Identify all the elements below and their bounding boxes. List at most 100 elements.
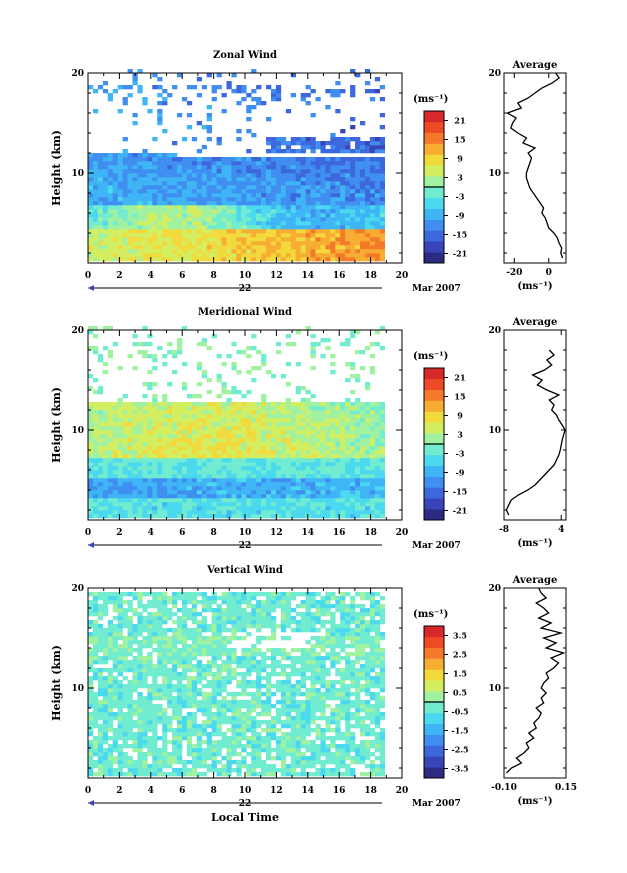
heatmap-cell <box>191 490 198 495</box>
heatmap-cell <box>261 446 267 451</box>
heatmap-cell <box>340 342 346 347</box>
heatmap-cell <box>132 772 138 777</box>
heatmap-cell <box>350 374 356 379</box>
heatmap-cell <box>102 205 109 210</box>
heatmap-cell <box>92 229 99 234</box>
heatmap-cell <box>162 756 168 761</box>
heatmap-cell <box>142 350 148 355</box>
heatmap-cell <box>97 410 104 415</box>
heatmap-cell <box>261 406 267 411</box>
heatmap-cell <box>196 462 203 467</box>
heatmap-cell <box>236 438 242 443</box>
heatmap-cell <box>340 466 346 471</box>
heatmap-cell <box>102 410 109 415</box>
heatmap-cell <box>167 225 173 230</box>
heatmap-cell <box>107 326 114 331</box>
heatmap-cell <box>226 502 232 507</box>
heatmap-cell <box>177 113 183 118</box>
heatmap-cell <box>241 502 247 507</box>
heatmap-cell <box>117 406 123 411</box>
heatmap-cell <box>330 161 336 166</box>
heatmap-cell <box>251 498 257 503</box>
heatmap-cell <box>102 346 109 351</box>
heatmap-cell <box>300 177 306 182</box>
heatmap-cell <box>157 612 163 617</box>
heatmap-cell <box>196 410 203 415</box>
heatmap-cell <box>246 474 252 479</box>
heatmap-cell <box>117 197 123 202</box>
heatmap-cell <box>92 418 99 423</box>
heatmap-cell <box>221 213 227 218</box>
heatmap-cell <box>369 221 376 226</box>
heatmap-cell <box>112 624 118 629</box>
heatmap-cell <box>226 406 232 411</box>
heatmap-cell <box>196 772 203 777</box>
heatmap-cell <box>216 458 222 463</box>
heatmap-cell <box>162 592 168 597</box>
heatmap-cell <box>172 213 178 218</box>
heatmap-cell <box>147 708 153 713</box>
heatmap-cell <box>201 600 207 605</box>
heatmap-cell <box>112 514 118 519</box>
heatmap-cell <box>325 466 331 471</box>
heatmap-cell <box>196 482 203 487</box>
heatmap-cell <box>374 145 381 150</box>
heatmap-cell <box>102 157 109 162</box>
heatmap-cell <box>266 502 272 507</box>
heatmap-cell <box>226 245 232 250</box>
heatmap-cell <box>127 418 133 423</box>
heatmap-cell <box>300 185 306 190</box>
heatmap-cell <box>172 205 178 210</box>
heatmap-cell <box>251 169 257 174</box>
heatmap-cell <box>350 181 356 186</box>
heatmap-cell <box>162 237 168 242</box>
heatmap-cell <box>167 233 173 238</box>
heatmap-cell <box>181 600 188 605</box>
heatmap-cell <box>196 253 203 258</box>
heatmap-cell <box>191 205 198 210</box>
heatmap-cell <box>369 406 376 411</box>
heatmap-cell <box>88 386 94 391</box>
heatmap-cell <box>107 410 114 415</box>
heatmap-cell <box>280 173 287 178</box>
heatmap-cell <box>181 430 188 435</box>
heatmap-cell <box>241 225 247 230</box>
heatmap-cell <box>211 514 217 519</box>
heatmap-cell <box>251 378 257 383</box>
heatmap-cell <box>300 478 306 483</box>
heatmap-cell <box>280 197 287 202</box>
heatmap-cell <box>360 233 366 238</box>
heatmap-cell <box>211 494 217 499</box>
heatmap-cell <box>88 426 94 431</box>
heatmap-cell <box>236 177 242 182</box>
heatmap-cell <box>226 390 232 395</box>
heatmap-cell <box>127 720 133 725</box>
heatmap-cell <box>147 410 153 415</box>
heatmap-cell <box>320 406 326 411</box>
heatmap-cell <box>355 350 361 355</box>
heatmap-cell <box>320 434 326 439</box>
heatmap-cell <box>132 229 138 234</box>
heatmap-cell <box>137 422 143 427</box>
heatmap-cell <box>369 478 376 483</box>
heatmap-cell <box>285 482 292 487</box>
heatmap-cell <box>92 716 99 721</box>
heatmap-cell <box>241 466 247 471</box>
heatmap-cell <box>211 430 217 435</box>
heatmap-cell <box>142 458 148 463</box>
heatmap-cell <box>167 724 173 729</box>
heatmap-cell <box>251 346 257 351</box>
heatmap-cell <box>364 478 371 483</box>
heatmap-cell <box>147 161 153 166</box>
heatmap-cell <box>162 684 168 689</box>
heatmap-cell <box>137 454 143 459</box>
heatmap-cell <box>285 466 292 471</box>
heatmap-cell <box>246 490 252 495</box>
heatmap-cell <box>369 229 376 234</box>
heatmap-cell <box>191 692 198 697</box>
heatmap-cell <box>335 482 341 487</box>
heatmap-cell <box>97 181 104 186</box>
heatmap-cell <box>107 656 114 661</box>
heatmap-cell <box>345 189 351 194</box>
heatmap-cell <box>206 640 212 645</box>
